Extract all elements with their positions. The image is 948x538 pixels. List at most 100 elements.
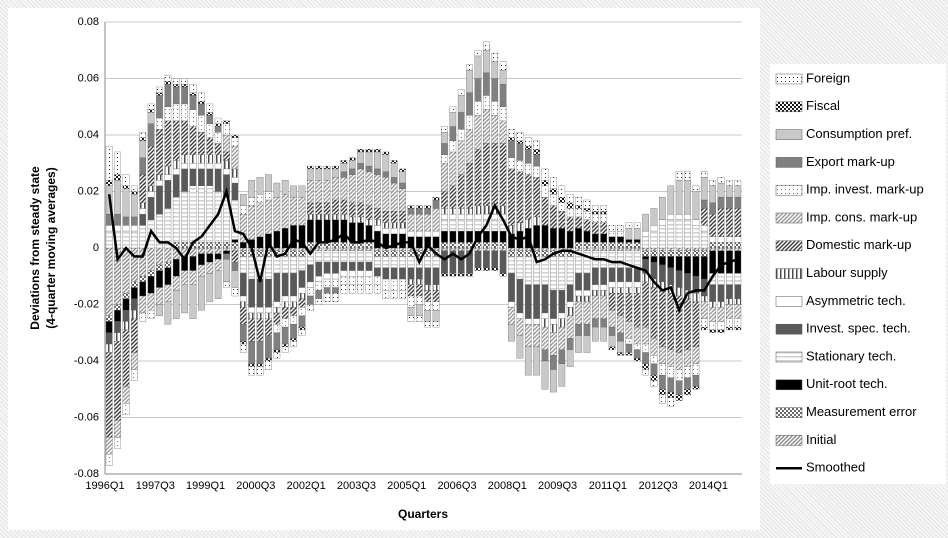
- bar-segment: [684, 366, 691, 379]
- bar-segment: [374, 219, 381, 226]
- bar-segment: [198, 253, 205, 266]
- bar-segment: [340, 199, 348, 215]
- bar-segment: [483, 267, 490, 271]
- bar-segment: [734, 208, 742, 237]
- bar-segment: [332, 247, 339, 251]
- bar-segment: [357, 270, 364, 277]
- bar-segment: [239, 324, 247, 342]
- bar-segment: [248, 312, 256, 319]
- bar-segment: [298, 250, 306, 257]
- bar-segment: [633, 287, 641, 294]
- bar-segment: [550, 318, 557, 325]
- bar-segment: [273, 332, 281, 350]
- bar-segment: [684, 219, 691, 249]
- legend-label: Measurement error: [806, 404, 917, 419]
- bar-segment: [307, 202, 314, 215]
- bar-segment: [281, 180, 289, 195]
- bar-segment: [290, 250, 297, 257]
- bar-segment: [390, 228, 398, 235]
- bar-segment: [675, 352, 683, 370]
- bar-segment: [231, 146, 239, 170]
- bar-segment: [357, 261, 364, 271]
- bar-segment: [533, 225, 540, 249]
- bar-segment: [365, 276, 373, 285]
- bar-segment: [390, 267, 398, 280]
- bar-segment: [231, 134, 239, 138]
- bar-segment: [533, 140, 540, 150]
- bar-segment: [466, 69, 473, 93]
- bar-segment: [491, 213, 499, 220]
- bar-segment: [583, 290, 591, 297]
- bar-segment: [273, 301, 281, 308]
- bar-segment: [390, 290, 398, 300]
- bar-segment: [659, 196, 666, 220]
- bar-segment: [441, 154, 448, 164]
- legend-label: Asymmetric tech.: [806, 293, 906, 308]
- bar-segment: [323, 250, 331, 263]
- bar-segment: [265, 199, 272, 235]
- bar-segment: [700, 295, 708, 302]
- bar-segment: [307, 165, 314, 170]
- bar-segment: [156, 92, 163, 96]
- bar-segment: [348, 168, 356, 175]
- bar-segment: [558, 318, 566, 328]
- bar-segment: [667, 247, 675, 251]
- bar-segment: [617, 293, 624, 316]
- bar-segment: [541, 318, 549, 328]
- bar-segment: [483, 205, 490, 215]
- bar-segment: [491, 230, 499, 243]
- bar-segment: [700, 208, 708, 226]
- bar-segment: [340, 276, 348, 285]
- bar-segment: [474, 148, 482, 206]
- bar-segment: [281, 307, 289, 319]
- bar-segment: [122, 293, 130, 300]
- legend-swatch: [775, 184, 803, 196]
- bar-segment: [457, 208, 465, 215]
- bar-segment: [390, 182, 398, 212]
- bar-segment: [231, 137, 239, 147]
- bar-segment: [307, 287, 314, 297]
- bar-segment: [415, 208, 423, 215]
- bar-segment: [466, 129, 473, 164]
- bar-segment: [214, 253, 222, 260]
- bar-segment: [348, 276, 356, 285]
- bar-segment: [390, 160, 398, 164]
- bar-segment: [642, 326, 649, 345]
- bar-segment: [265, 278, 272, 308]
- bar-segment: [223, 168, 230, 175]
- bar-segment: [390, 256, 398, 268]
- bar-segment: [231, 250, 239, 263]
- bar-segment: [692, 346, 700, 364]
- bar-segment: [181, 270, 188, 285]
- bar-segment: [508, 137, 515, 141]
- bar-segment: [374, 247, 381, 251]
- bar-segment: [114, 309, 121, 322]
- bar-segment: [700, 177, 708, 201]
- bar-segment: [600, 222, 608, 235]
- bar-segment: [550, 205, 557, 229]
- bar-segment: [307, 242, 314, 249]
- bar-segment: [114, 174, 121, 181]
- bar-segment: [323, 165, 331, 170]
- bar-segment: [156, 287, 163, 305]
- bar-segment: [692, 301, 700, 348]
- bar-segment: [726, 326, 733, 331]
- bar-segment: [248, 196, 256, 206]
- bar-segment: [172, 103, 180, 122]
- bar-segment: [709, 307, 716, 322]
- bar-segment: [340, 261, 348, 271]
- bar-segment: [214, 270, 222, 300]
- bar-segment: [533, 247, 540, 251]
- bar-segment: [256, 307, 264, 314]
- bar-segment: [122, 309, 130, 322]
- bar-segment: [348, 216, 356, 223]
- bar-segment: [365, 219, 373, 226]
- bar-segment: [122, 188, 130, 218]
- bar-segment: [147, 270, 155, 277]
- bar-segment: [600, 295, 608, 319]
- bar-segment: [692, 293, 700, 302]
- bar-segment: [206, 253, 214, 263]
- bar-segment: [432, 230, 440, 237]
- bar-segment: [633, 247, 641, 251]
- bar-segment: [332, 287, 339, 294]
